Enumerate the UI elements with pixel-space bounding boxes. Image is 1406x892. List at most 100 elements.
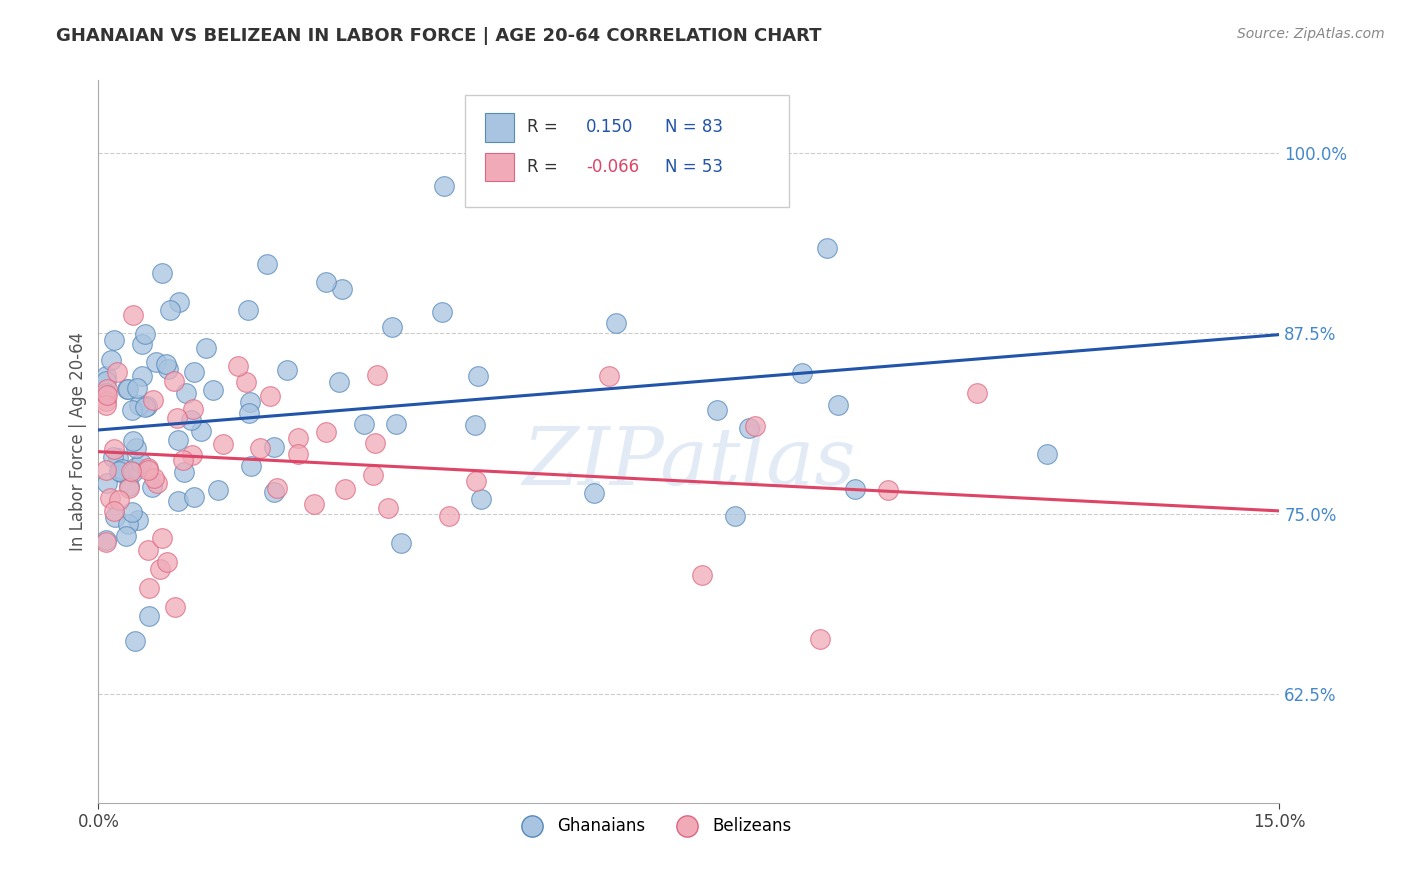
Point <box>381 320 404 334</box>
Point <box>107 451 129 466</box>
Point <box>166 410 188 425</box>
Point <box>111 462 134 476</box>
Point <box>100 353 122 368</box>
Point <box>464 418 486 433</box>
Point <box>212 436 235 450</box>
Point <box>117 517 139 532</box>
Point <box>256 257 278 271</box>
Text: Source: ZipAtlas.com: Source: ZipAtlas.com <box>1237 27 1385 41</box>
Point <box>122 465 145 479</box>
Point <box>136 399 159 413</box>
Point <box>134 327 156 342</box>
Text: N = 83: N = 83 <box>665 119 723 136</box>
Point <box>117 383 139 397</box>
Point <box>122 434 145 449</box>
Point <box>470 491 492 506</box>
Point <box>96 368 118 383</box>
Point <box>117 479 139 493</box>
Point <box>877 483 900 497</box>
Point <box>120 464 142 478</box>
Point <box>146 476 169 491</box>
Point <box>183 366 205 380</box>
Point <box>315 275 337 289</box>
Point <box>183 490 205 504</box>
Point <box>143 471 166 485</box>
Point <box>96 475 118 490</box>
Point <box>107 492 129 507</box>
Point <box>287 447 309 461</box>
Point <box>115 529 138 543</box>
Point <box>96 374 118 388</box>
Point <box>598 368 620 383</box>
Point <box>249 441 271 455</box>
Text: ZIPatlas: ZIPatlas <box>522 425 856 502</box>
Point <box>145 355 167 369</box>
Point <box>134 400 156 414</box>
Point <box>792 366 814 380</box>
Point <box>167 494 190 508</box>
Point <box>165 600 187 615</box>
Point <box>202 384 225 398</box>
Point <box>467 368 489 383</box>
Point <box>136 543 159 558</box>
Point <box>304 497 326 511</box>
Point <box>236 303 259 318</box>
Point <box>138 463 160 477</box>
Point <box>238 406 260 420</box>
Point <box>107 463 129 477</box>
Point <box>844 482 866 496</box>
Point <box>96 533 118 547</box>
Point <box>166 434 188 448</box>
Point <box>180 412 202 426</box>
Point <box>744 419 766 434</box>
Point <box>430 305 453 319</box>
Point <box>150 531 173 545</box>
Point <box>181 402 204 417</box>
Point <box>195 341 218 355</box>
Point <box>690 568 713 582</box>
Point <box>96 383 118 397</box>
Point <box>385 417 408 432</box>
Bar <box>485 153 515 181</box>
Point <box>104 509 127 524</box>
Point <box>155 358 177 372</box>
Point <box>259 389 281 403</box>
Text: N = 53: N = 53 <box>665 158 723 176</box>
Point <box>361 468 384 483</box>
Point <box>96 388 118 402</box>
Point <box>263 485 285 500</box>
Point <box>131 369 153 384</box>
Point <box>96 386 118 401</box>
Text: 0.150: 0.150 <box>586 119 634 136</box>
Point <box>433 179 456 194</box>
Point <box>287 431 309 445</box>
Point <box>389 536 412 550</box>
Text: GHANAIAN VS BELIZEAN IN LABOR FORCE | AGE 20-64 CORRELATION CHART: GHANAIAN VS BELIZEAN IN LABOR FORCE | AG… <box>56 27 821 45</box>
FancyBboxPatch shape <box>464 95 789 207</box>
Point <box>127 513 149 527</box>
Point <box>605 316 627 330</box>
Point <box>1036 447 1059 461</box>
Point <box>157 362 180 376</box>
Point <box>169 294 191 309</box>
Point <box>121 505 143 519</box>
Point <box>377 500 399 515</box>
Point <box>125 441 148 455</box>
Point <box>181 448 204 462</box>
Point <box>235 375 257 389</box>
Point <box>363 436 385 450</box>
Point <box>98 491 121 505</box>
Point <box>138 609 160 624</box>
Point <box>129 457 152 471</box>
Point <box>149 562 172 576</box>
Point <box>815 241 838 255</box>
Point <box>96 535 118 549</box>
Point <box>207 483 229 497</box>
Point <box>103 504 125 518</box>
Point <box>276 363 298 377</box>
Point <box>240 459 263 474</box>
Point <box>101 450 124 464</box>
Point <box>335 482 357 496</box>
Text: -0.066: -0.066 <box>586 158 640 176</box>
Point <box>138 581 160 595</box>
